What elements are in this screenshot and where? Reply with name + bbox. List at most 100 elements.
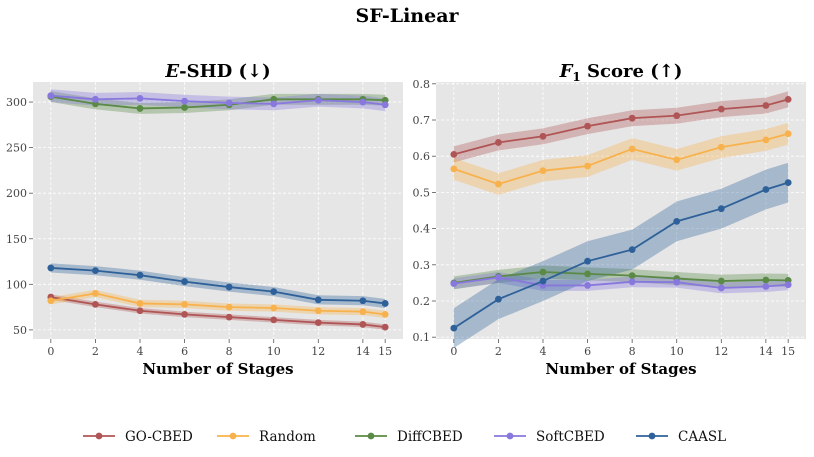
data-point-softcbed [225,99,233,107]
x-tick-label: 15 [378,345,392,358]
data-point-diffcbed [136,105,144,112]
chart-panel-eshd: 0 2 4 6 8 10 12 14 15 50 100 150 200 250 300 E-SHD (↓)… [6,61,403,378]
legend-marker [229,432,237,440]
x-tick-label: 14 [356,345,370,358]
plot-area: 0 2 4 6 8 10 12 14 15 0.1 0.2 0.3 0.4 0.5 0.6 0.7 0.8 [413,78,806,358]
data-point-random [762,136,770,144]
x-tick-label: 2 [92,345,99,358]
y-tick-label: 300 [6,96,27,109]
data-point-go-cbed [584,122,591,130]
data-point-softcbed [628,278,636,286]
legend-item-diffcbed: DiffCBED [355,429,463,445]
confidence-band-random [50,289,386,319]
x-axis-label: Number of Stages [142,360,293,378]
x-tick-label: 0 [450,345,457,358]
x-tick-label: 12 [311,345,325,358]
y-tick-label: 200 [6,187,27,200]
data-point-caasl [450,324,458,332]
data-point-caasl [381,300,389,307]
y-tick-label: 0.2 [413,295,431,308]
data-point-random [359,308,367,316]
data-point-softcbed [381,101,389,109]
data-point-go-cbed [92,300,99,308]
x-tick-label: 2 [495,345,502,358]
title-symbol: E [164,61,179,82]
title-subscript: 1 [572,70,580,84]
data-point-random [270,304,278,312]
data-point-softcbed [584,282,591,289]
data-point-caasl [628,246,636,253]
y-tick-label: 0.5 [413,186,431,199]
data-point-random [181,300,188,308]
data-point-softcbed [673,278,681,286]
data-point-caasl [584,257,591,265]
data-point-caasl [136,271,144,279]
data-point-caasl [47,264,55,272]
data-point-random [784,130,792,138]
legend-item-caasl: CAASL [636,429,726,445]
data-point-diffcbed [717,277,725,285]
legend-label: GO-CBED [125,429,193,445]
data-point-softcbed [450,280,458,288]
data-point-softcbed [270,100,278,108]
data-point-caasl [495,295,502,303]
data-point-go-cbed [225,313,233,321]
data-point-go-cbed [359,321,367,328]
plot-area: 0 2 4 6 8 10 12 14 15 50 100 150 200 250 300 [6,82,403,358]
x-axis-label: Number of Stages [545,360,696,378]
data-point-go-cbed [762,102,770,109]
data-point-softcbed [359,98,367,106]
confidence-band-softcbed [50,89,386,112]
x-tick-label: 8 [226,345,233,358]
chart-title-eshd: E-SHD (↓) [164,61,270,82]
data-point-caasl [717,205,725,213]
confidence-band-diffcbed [453,265,789,290]
title-symbol: F [559,61,574,82]
data-point-go-cbed [450,150,458,158]
data-point-random [92,290,99,297]
y-tick-label: 0.8 [413,78,431,91]
legend: GO-CBED Random DiffCBED SoftCBED CAASL [83,429,726,445]
data-point-diffcbed [181,104,188,111]
data-point-go-cbed [717,105,725,113]
data-point-softcbed [47,92,55,100]
data-point-go-cbed [784,95,792,103]
y-tick-label: 0.4 [413,223,431,236]
data-point-random [314,307,322,315]
data-point-go-cbed [673,112,681,120]
x-tick-label: 10 [267,345,281,358]
x-tick-label: 0 [47,345,54,358]
y-tick-label: 0.6 [413,150,431,163]
data-point-softcbed [314,96,322,104]
data-point-softcbed [762,283,770,290]
title-rest: Score (↑) [581,61,683,82]
x-tick-label: 10 [670,345,684,358]
x-tick-label: 4 [136,345,143,358]
x-tick-label: 6 [181,345,188,358]
data-point-go-cbed [381,323,389,331]
data-point-go-cbed [314,319,322,326]
legend-marker [648,432,656,440]
data-point-softcbed [181,97,188,105]
x-tick-label: 12 [714,345,728,358]
confidence-band-random [453,122,789,195]
data-point-diffcbed [628,272,636,280]
chart-title-f1: F1 Score (↑) [559,61,683,84]
x-tick-label: 15 [781,345,795,358]
data-point-caasl [359,297,367,305]
data-point-random [673,156,681,164]
data-point-softcbed [784,281,792,289]
y-tick-label: 0.1 [413,331,431,344]
data-point-random [539,167,547,175]
y-tick-label: 100 [6,278,27,291]
legend-item-softcbed: SoftCBED [494,429,605,445]
x-tick-label: 4 [539,345,546,358]
data-point-softcbed [136,95,144,102]
legend-label: DiffCBED [397,429,463,445]
legend-label: SoftCBED [536,429,605,445]
data-point-caasl [762,186,770,193]
data-point-random [136,300,144,307]
chart-panel-f1: 0 2 4 6 8 10 12 14 15 0.1 0.2 0.3 0.4 0.5 0.6 0.7 0.8 F1… [413,61,806,378]
data-point-random [717,143,725,151]
data-point-caasl [181,278,188,285]
